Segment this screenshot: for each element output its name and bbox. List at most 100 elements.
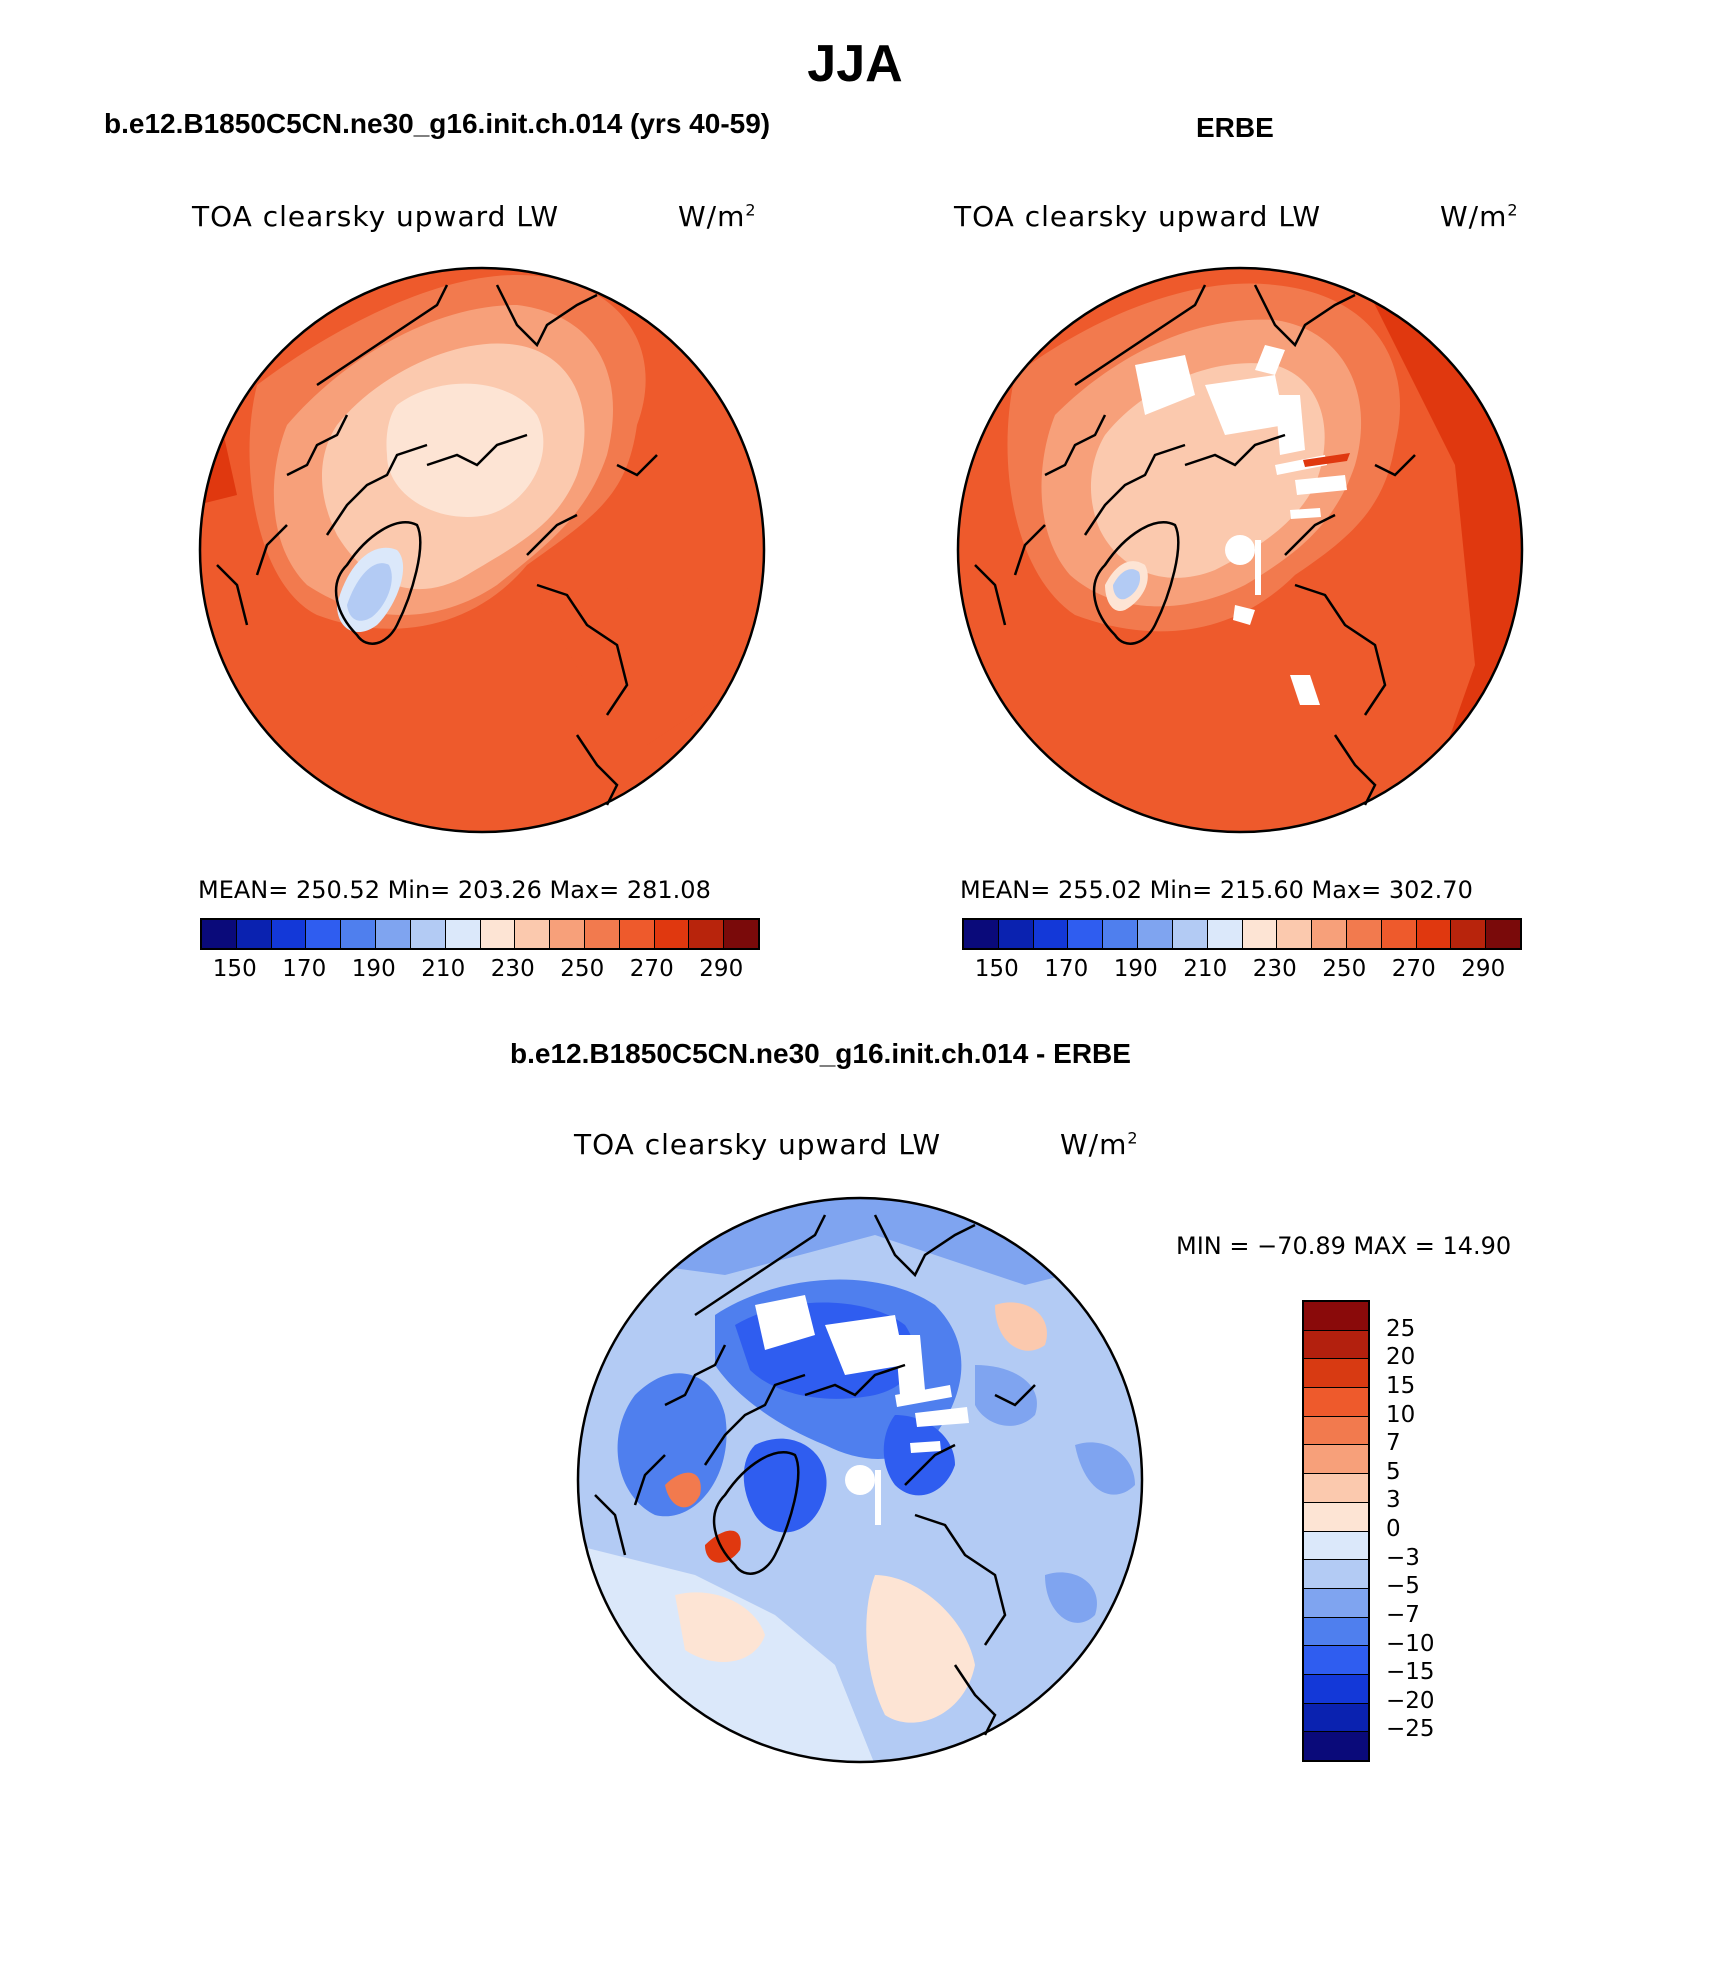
obs-stats: MEAN= 255.02 Min= 215.60 Max= 302.70 [960,876,1473,904]
colorbar-swatch [1416,920,1452,948]
colorbar-swatch [376,920,411,948]
colorbar-tick-label: 170 [1044,956,1089,982]
colorbar-swatch [1304,1330,1368,1360]
colorbar-tick-label: 150 [212,956,257,982]
obs-colorbar-ticks: 150 170 190 210 230 250 270 290 [962,956,1518,986]
diff-colorbar-ticks: 25 20 15 10 7 5 3 0 −3 −5 −7 −10 −15 −20 −25 [1386,1300,1466,1758]
main-title: JJA [807,35,903,93]
colorbar-tick-label: 250 [1322,956,1367,982]
colorbar-swatch [341,920,377,948]
colorbar-swatch [202,920,237,948]
colorbar-tick-label: −5 [1386,1573,1420,1600]
colorbar-swatch [1381,920,1417,948]
colorbar-tick-label: 15 [1386,1372,1416,1399]
colorbar-swatch [1304,1646,1368,1675]
model-units-label: W/m2 [678,200,757,233]
colorbar-swatch [1033,920,1069,948]
colorbar-tick-label: 230 [1252,956,1297,982]
colorbar-tick-label: −10 [1386,1630,1435,1657]
colorbar-swatch [1304,1302,1368,1331]
colorbar-tick-label: 20 [1386,1344,1416,1371]
colorbar-swatch [724,920,758,948]
colorbar-swatch [1312,920,1347,948]
colorbar-swatch [1346,920,1382,948]
obs-panel-heading: ERBE [1196,112,1274,143]
obs-field-label: TOA clearsky upward LW [954,200,1322,233]
colorbar-swatch [1277,920,1313,948]
colorbar-swatch [1304,1388,1368,1417]
colorbar-swatch [306,920,342,948]
colorbar-swatch [1304,1560,1368,1589]
colorbar-swatch [271,920,307,948]
colorbar-swatch [964,920,999,948]
model-polar-map [198,266,766,834]
colorbar-swatch [654,920,690,948]
colorbar-swatch [1068,920,1104,948]
colorbar-tick-label: 270 [1391,956,1436,982]
colorbar-tick-label: −20 [1386,1687,1435,1714]
colorbar-tick-label: −7 [1386,1601,1420,1628]
diff-polar-map [576,1196,1144,1764]
colorbar-swatch [1138,920,1173,948]
colorbar-swatch [1304,1531,1368,1561]
colorbar-tick-label: −3 [1386,1544,1420,1571]
colorbar-swatch [1451,920,1487,948]
colorbar-tick-label: −25 [1386,1716,1435,1743]
colorbar-swatch [1304,1732,1368,1760]
colorbar-swatch [410,920,446,948]
colorbar-swatch [998,920,1034,948]
colorbar-tick-label: 25 [1386,1315,1416,1342]
colorbar-tick-label: 210 [1183,956,1228,982]
colorbar-swatch [689,920,725,948]
model-field-label: TOA clearsky upward LW [192,200,560,233]
colorbar-swatch [1304,1502,1368,1532]
colorbar-tick-label: 7 [1386,1430,1401,1457]
obs-polar-map [956,266,1524,834]
colorbar-swatch [1242,920,1278,948]
colorbar-swatch [1207,920,1243,948]
model-stats: MEAN= 250.52 Min= 203.26 Max= 281.08 [198,876,711,904]
colorbar-swatch [1304,1674,1368,1704]
colorbar-swatch [1304,1474,1368,1503]
colorbar-tick-label: 270 [629,956,674,982]
colorbar-tick-label: 0 [1386,1516,1401,1542]
colorbar-swatch [1172,920,1208,948]
colorbar-swatch [1103,920,1139,948]
diff-colorbar [1302,1300,1370,1762]
colorbar-tick-label: 190 [351,956,396,982]
colorbar-swatch [550,920,585,948]
colorbar-tick-label: 290 [699,956,744,982]
diff-minmax: MIN = −70.89 MAX = 14.90 [1176,1232,1512,1260]
model-panel-heading: b.e12.B1850C5CN.ne30_g16.init.ch.014 (yr… [104,108,771,139]
colorbar-swatch [1304,1445,1368,1475]
colorbar-swatch [584,920,620,948]
colorbar-tick-label: −15 [1386,1659,1435,1686]
colorbar-swatch [1486,920,1520,948]
colorbar-tick-label: 290 [1461,956,1506,982]
colorbar-swatch [1304,1703,1368,1733]
diff-field-label: TOA clearsky upward LW [574,1128,942,1161]
colorbar-tick-label: 10 [1386,1401,1416,1428]
model-colorbar-ticks: 150 170 190 210 230 250 270 290 [200,956,756,986]
colorbar-tick-label: 150 [974,956,1019,982]
obs-colorbar [962,918,1522,950]
colorbar-swatch [236,920,272,948]
diff-panel-heading: b.e12.B1850C5CN.ne30_g16.init.ch.014 - E… [510,1038,1131,1069]
colorbar-tick-label: 5 [1386,1458,1401,1485]
colorbar-tick-label: 190 [1113,956,1158,982]
colorbar-tick-label: 170 [282,956,327,982]
colorbar-swatch [1304,1617,1368,1647]
colorbar-tick-label: 230 [490,956,535,982]
colorbar-swatch [445,920,481,948]
colorbar-swatch [515,920,551,948]
obs-units-label: W/m2 [1440,200,1519,233]
colorbar-tick-label: 3 [1386,1487,1401,1514]
model-colorbar [200,918,760,950]
colorbar-tick-label: 250 [560,956,605,982]
colorbar-swatch [619,920,655,948]
colorbar-swatch [1304,1588,1368,1618]
diff-units-label: W/m2 [1060,1128,1139,1161]
colorbar-tick-label: 210 [421,956,466,982]
colorbar-swatch [480,920,516,948]
colorbar-swatch [1304,1416,1368,1446]
